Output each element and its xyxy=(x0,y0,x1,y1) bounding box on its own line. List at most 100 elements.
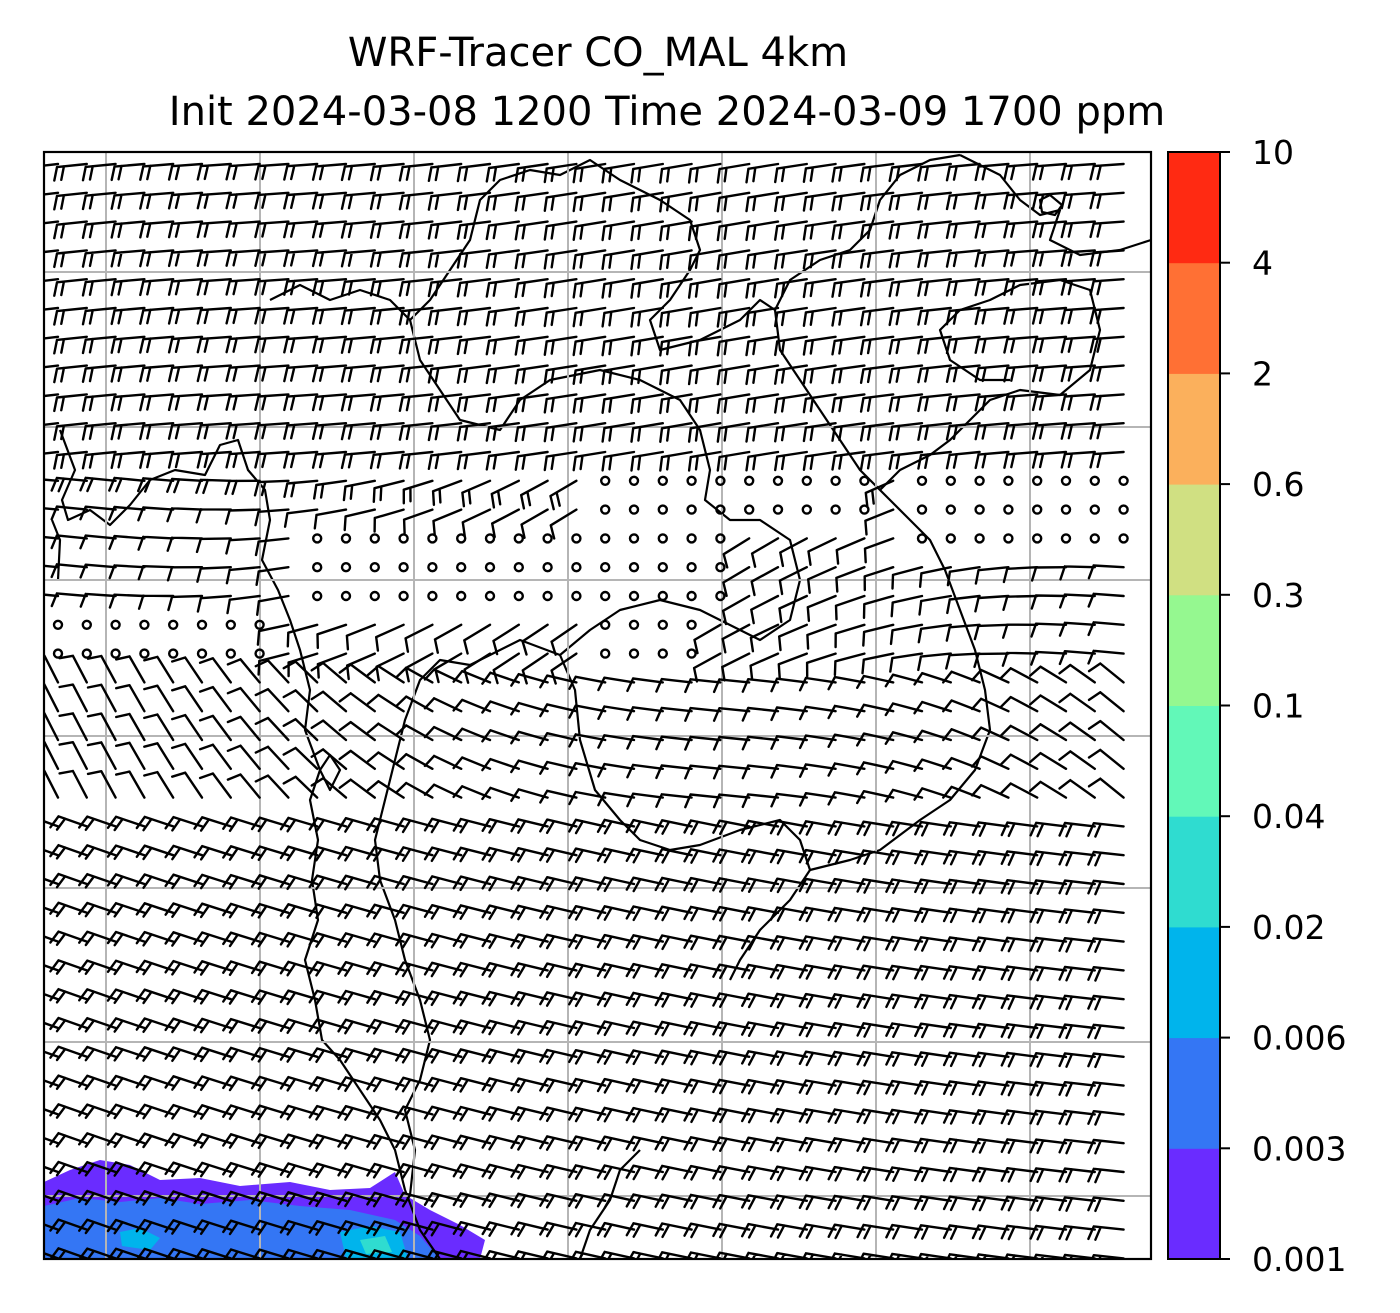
wind-barb xyxy=(914,849,952,866)
wind-barb xyxy=(316,623,348,650)
wind-barb xyxy=(654,1020,693,1037)
calm-wind-circle xyxy=(657,590,668,602)
calm-wind-circle xyxy=(657,562,668,573)
wind-barb xyxy=(196,220,232,239)
wind-barb xyxy=(427,364,463,384)
wind-barb xyxy=(596,1164,636,1181)
wind-barb xyxy=(1029,1080,1068,1097)
calm-wind-circle xyxy=(571,562,582,573)
wind-barb xyxy=(226,686,261,713)
wind-barb xyxy=(596,1135,636,1152)
wind-barb xyxy=(108,505,146,521)
wind-barb xyxy=(712,1078,751,1095)
wind-barb xyxy=(769,819,808,836)
wind-barb xyxy=(86,654,117,684)
wind-barb xyxy=(772,1251,808,1259)
colorbar-segment xyxy=(1168,705,1220,817)
wind-barb xyxy=(683,1049,722,1066)
wind-barb xyxy=(1089,162,1125,181)
wind-barb xyxy=(942,1224,981,1240)
wind-barb xyxy=(630,220,664,242)
wind-barb xyxy=(885,1079,924,1096)
wind-barb xyxy=(630,364,664,386)
wind-barb xyxy=(798,848,837,865)
wind-barb xyxy=(1003,450,1039,469)
wind-barb xyxy=(369,393,405,412)
wind-barb xyxy=(945,335,981,355)
wind-barb xyxy=(283,306,319,325)
wind-barb xyxy=(741,992,780,1009)
wind-barb xyxy=(712,707,751,722)
wind-barb xyxy=(1000,936,1039,953)
wind-barb xyxy=(741,793,780,809)
wind-barb xyxy=(774,162,808,184)
wind-barb xyxy=(81,162,117,182)
wind-barb xyxy=(311,162,348,181)
wind-barb xyxy=(942,936,981,952)
wind-barb xyxy=(601,393,636,414)
wind-barb xyxy=(53,393,88,413)
wind-barb xyxy=(398,220,434,240)
wind-barb xyxy=(856,820,895,837)
wind-barb xyxy=(687,306,722,328)
wind-barb xyxy=(485,249,520,269)
calm-wind-circle xyxy=(715,562,726,573)
wind-barb xyxy=(942,965,981,981)
wind-barb xyxy=(856,1108,895,1125)
calm-wind-circle xyxy=(225,619,237,630)
wind-barb xyxy=(827,964,866,980)
wind-barb xyxy=(166,477,204,494)
wind-barb xyxy=(914,1224,952,1240)
wind-barb xyxy=(198,743,232,770)
wind-barb xyxy=(745,393,780,414)
wind-barb xyxy=(856,993,895,1009)
wind-barb xyxy=(283,191,319,210)
wind-barb xyxy=(44,564,60,569)
wind-barb xyxy=(654,1049,693,1066)
wind-barb xyxy=(597,676,636,692)
wind-barb xyxy=(110,335,146,354)
wind-barb xyxy=(44,335,60,340)
wind-barb xyxy=(572,249,607,270)
wind-barb xyxy=(769,1021,808,1038)
wind-barb xyxy=(913,787,952,801)
wind-barb xyxy=(914,936,952,952)
wind-barb xyxy=(539,703,578,718)
wind-barb xyxy=(596,1020,636,1037)
wind-barb xyxy=(171,713,204,742)
wind-barb xyxy=(543,278,578,299)
calm-wind-circle xyxy=(340,590,352,602)
wind-barb xyxy=(369,278,405,297)
wind-barb xyxy=(654,1222,693,1239)
wind-barb xyxy=(798,1136,837,1153)
wind-barb xyxy=(369,306,405,326)
wind-barb xyxy=(597,734,636,749)
wind-barb xyxy=(1029,994,1068,1011)
wind-barb xyxy=(171,771,204,799)
wind-barb xyxy=(1087,564,1125,580)
wind-barb xyxy=(942,756,981,770)
wind-barb xyxy=(687,335,722,357)
wind-barb xyxy=(626,706,664,721)
wind-barb xyxy=(543,450,578,472)
wind-barb xyxy=(974,422,1010,441)
wind-barb xyxy=(942,821,981,837)
calm-wind-circle xyxy=(600,590,611,602)
wind-barb xyxy=(798,792,837,807)
wind-barb xyxy=(630,306,664,328)
wind-barb xyxy=(745,422,780,443)
wind-barb xyxy=(716,306,751,328)
calm-wind-circle xyxy=(628,648,640,659)
wind-barb xyxy=(225,566,261,585)
wind-barb xyxy=(196,422,232,440)
calm-wind-circle xyxy=(600,504,611,515)
wind-barb xyxy=(917,220,952,240)
wind-barb xyxy=(572,306,607,328)
calm-wind-circle xyxy=(167,619,179,630)
wind-barb xyxy=(1000,1109,1039,1126)
calm-wind-circle xyxy=(398,562,409,573)
wind-barb xyxy=(1089,278,1125,296)
wind-barb xyxy=(53,191,88,211)
border-central xyxy=(408,319,802,656)
wind-barb xyxy=(712,1136,751,1152)
